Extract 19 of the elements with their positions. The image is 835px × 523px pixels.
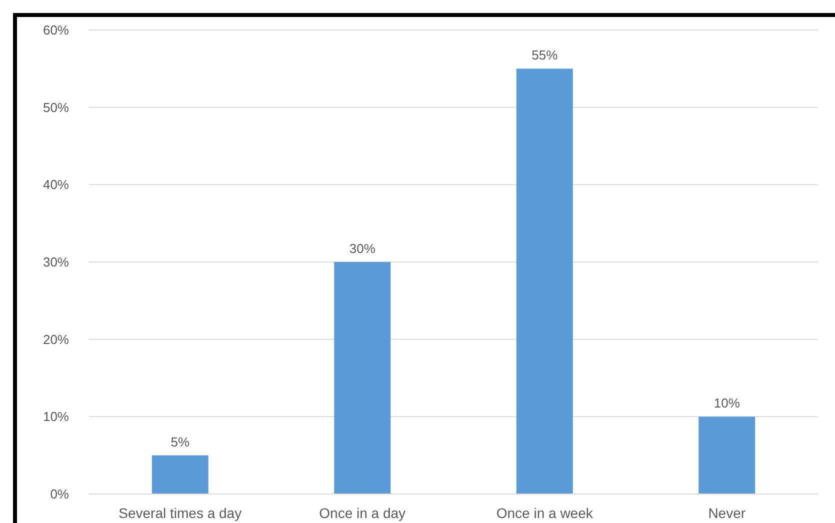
y-tick-label: 20% xyxy=(42,332,70,347)
bar xyxy=(152,455,208,494)
bar xyxy=(698,416,756,494)
y-tick-label: 50% xyxy=(42,100,70,115)
data-label: 5% xyxy=(170,434,190,450)
y-tick-label: 60% xyxy=(42,22,70,38)
data-label: 55% xyxy=(532,48,558,63)
y-tick-label: 0% xyxy=(50,486,70,502)
y-tick-label: 30% xyxy=(42,254,70,270)
data-label: 30% xyxy=(349,241,376,256)
x-tick-label: Once in a week xyxy=(496,505,594,521)
x-tick-label: Never xyxy=(708,505,746,521)
bar xyxy=(516,68,573,494)
x-tick-label: Once in a day xyxy=(319,505,406,521)
data-label: 10% xyxy=(714,396,740,411)
bar xyxy=(334,262,391,494)
y-tick-label: 40% xyxy=(42,177,70,192)
x-tick-label: Several times a day xyxy=(118,505,242,521)
y-tick-label: 10% xyxy=(42,409,70,424)
